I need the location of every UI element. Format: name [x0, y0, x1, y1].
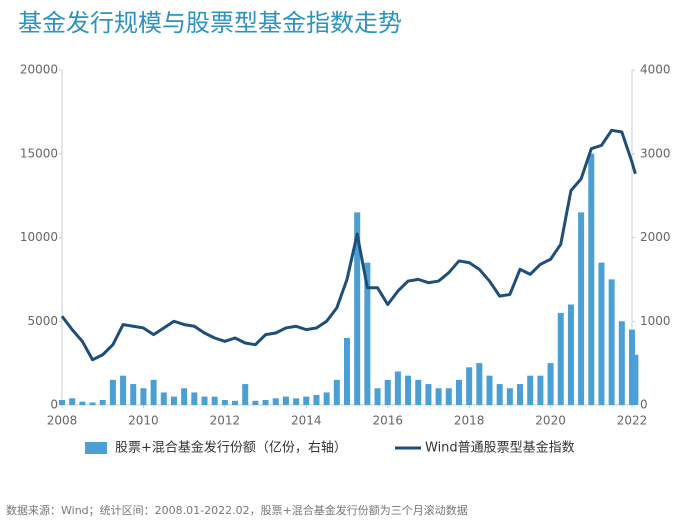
y2-tick-label: 4000 — [640, 63, 671, 77]
source-note: 数据来源：Wind；统计区间：2008.01-2022.02，股票+混合基金发行… — [6, 503, 468, 517]
x-tick-label: 2020 — [535, 414, 566, 428]
y-tick-label: 20000 — [20, 63, 58, 77]
bar — [578, 212, 585, 405]
bar — [140, 388, 147, 405]
bar — [425, 384, 432, 405]
bar — [211, 396, 218, 405]
bar — [282, 396, 289, 405]
bar — [527, 375, 534, 405]
bar — [384, 379, 391, 405]
bar — [506, 388, 513, 405]
bar — [354, 212, 361, 405]
bar — [79, 401, 86, 405]
bar — [632, 354, 639, 405]
y-tick-label: 10000 — [20, 230, 58, 244]
y-tick-label: 0 — [50, 398, 58, 412]
bar — [262, 399, 269, 405]
bar — [374, 388, 381, 405]
bar — [313, 394, 320, 405]
x-tick-label: 2012 — [210, 414, 241, 428]
bar — [252, 400, 259, 405]
bar — [629, 329, 635, 405]
bar — [567, 304, 574, 405]
x-tick-label: 2010 — [128, 414, 159, 428]
y2-tick-label: 0 — [640, 398, 648, 412]
y2-tick-label: 3000 — [640, 146, 671, 160]
bar — [588, 153, 595, 405]
legend-swatch — [85, 442, 107, 454]
x-tick-label: 2018 — [454, 414, 485, 428]
bar — [221, 399, 228, 405]
bar — [99, 399, 106, 405]
bar — [150, 379, 157, 405]
bar — [364, 262, 371, 405]
bar — [69, 398, 76, 405]
bar — [537, 375, 544, 405]
bar — [486, 375, 493, 405]
bar — [89, 402, 96, 405]
bar — [618, 321, 625, 405]
bar — [323, 392, 330, 405]
bar — [405, 375, 412, 405]
bar — [120, 375, 127, 405]
bar — [232, 400, 239, 405]
x-tick-label: 2008 — [47, 414, 78, 428]
bar — [476, 363, 483, 405]
y-tick-label: 5000 — [27, 314, 58, 328]
bar — [394, 371, 401, 405]
legend-label: 股票+混合基金发行份额（亿份，右轴） — [115, 440, 347, 456]
legend-label: Wind普通股票型基金指数 — [425, 440, 575, 456]
bar — [496, 384, 503, 405]
y2-tick-label: 1000 — [640, 314, 671, 328]
bar — [130, 384, 137, 405]
bar — [59, 399, 65, 405]
bar — [181, 388, 188, 405]
bar — [109, 379, 116, 405]
bar — [608, 279, 615, 405]
bar — [415, 379, 422, 405]
bar — [293, 398, 300, 405]
bar — [201, 396, 208, 405]
bar — [435, 388, 442, 405]
bar — [517, 384, 524, 405]
bar — [455, 379, 462, 405]
bar — [344, 338, 350, 405]
bar — [242, 384, 249, 405]
bar — [160, 392, 167, 405]
bar — [598, 262, 605, 405]
line — [60, 128, 637, 362]
x-tick-label: 2014 — [291, 414, 322, 428]
bar — [170, 396, 177, 405]
bar — [445, 388, 452, 405]
bar — [547, 363, 554, 405]
bar — [191, 392, 198, 405]
y2-tick-label: 2000 — [640, 230, 671, 244]
chart-title: 基金发行规模与股票型基金指数走势 — [18, 9, 402, 37]
bar — [466, 367, 473, 405]
y-tick-label: 15000 — [20, 146, 58, 160]
bar — [272, 398, 279, 405]
x-tick-label: 2022 — [617, 414, 648, 428]
x-tick-label: 2016 — [372, 414, 403, 428]
bar — [557, 312, 564, 405]
bar — [303, 396, 310, 405]
bar — [333, 379, 340, 405]
